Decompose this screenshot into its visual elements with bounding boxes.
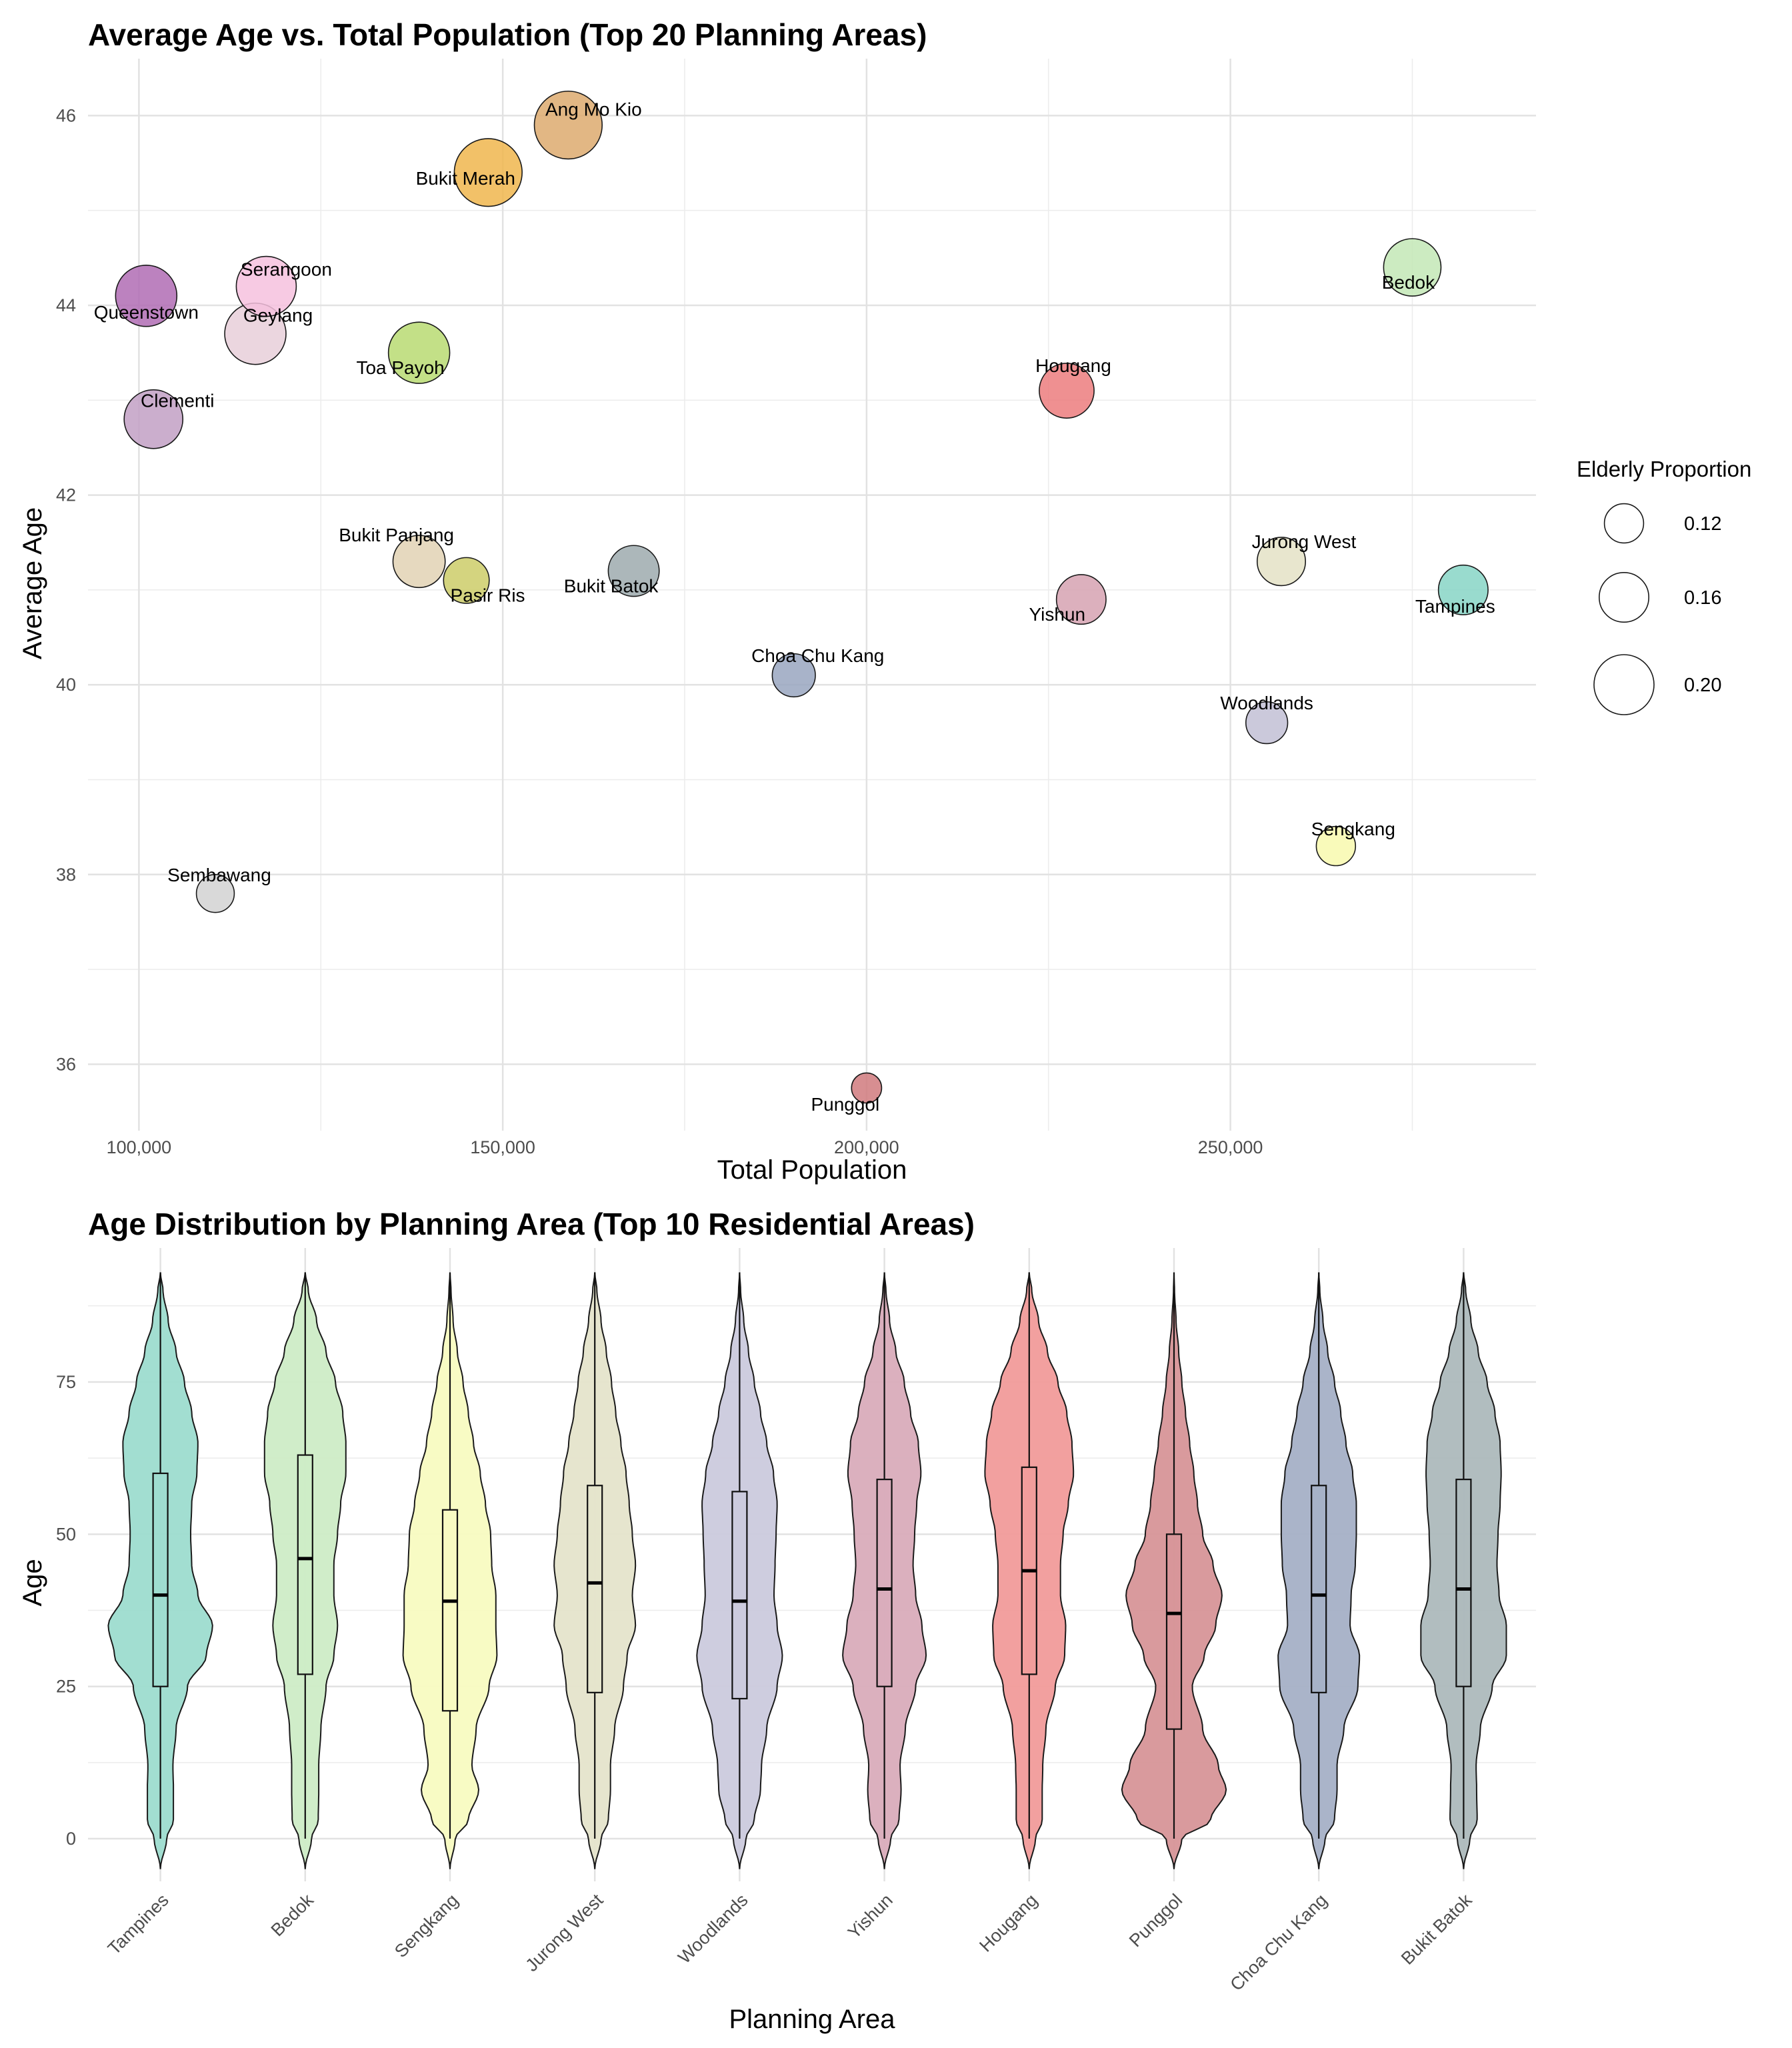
size-legend-label: 0.16 <box>1684 587 1721 609</box>
point-label: Bukit Batok <box>564 575 659 596</box>
x-tick-label: Bedok <box>267 1890 318 1941</box>
point-label: Bukit Panjang <box>339 525 454 545</box>
violins <box>107 1272 1507 1869</box>
point-label: Sembawang <box>167 865 271 885</box>
box-tampines <box>152 1472 169 1687</box>
bubble-queenstown <box>115 264 178 327</box>
size-legend-items: 0.12 0.16 0.20 <box>1593 503 1721 715</box>
x-tick-label: Yishun <box>844 1890 897 1943</box>
bubble-serangoon <box>235 255 297 317</box>
bubble-ang-mo-kio <box>533 90 603 160</box>
size-legend-label: 0.12 <box>1684 513 1721 535</box>
point-label: Choa Chu Kang <box>751 645 884 666</box>
box-punggol <box>1165 1533 1183 1730</box>
scatter-grid <box>88 59 1536 1131</box>
scatter-title: Average Age vs. Total Population (Top 20… <box>88 17 927 52</box>
point-label: Jurong West <box>1252 531 1357 552</box>
box-bukit-batok <box>1455 1479 1472 1687</box>
box-jurong-west <box>587 1485 603 1693</box>
y-tick-label: 36 <box>56 1054 76 1074</box>
x-tick-label: Bukit Batok <box>1397 1890 1476 1969</box>
y-tick-label: 25 <box>56 1677 76 1697</box>
point-label: Bedok <box>1382 272 1435 293</box>
bubble-tampines <box>1437 564 1489 615</box>
point-label: Pasir Ris <box>451 585 525 606</box>
box-yishun <box>876 1479 893 1687</box>
y-tick-label: 50 <box>56 1524 76 1544</box>
scatter-points <box>115 90 1489 1104</box>
bubble-bedok <box>1383 238 1442 297</box>
point-label: Serangoon <box>241 259 332 280</box>
y-tick-label: 42 <box>56 485 76 505</box>
bubble-bukit-merah <box>453 138 523 207</box>
scatter-labels: Ang Mo Kio Bukit Merah Queenstown Serangoon… <box>94 99 1495 1115</box>
point-label: Hougang <box>1035 355 1111 376</box>
point-label: Geylang <box>243 305 313 326</box>
bubble-choa-chu-kang <box>771 653 816 698</box>
scatter-y-axis-title: Average Age <box>18 507 47 659</box>
point-label: Queenstown <box>94 302 199 323</box>
point-label: Ang Mo Kio <box>545 99 642 120</box>
y-tick-label: 40 <box>56 675 76 695</box>
y-tick-label: 0 <box>66 1829 76 1849</box>
point-label: Sengkang <box>1311 819 1395 839</box>
y-tick-label: 46 <box>56 105 76 125</box>
size-legend-key <box>1603 503 1645 544</box>
x-tick-label: 100,000 <box>107 1137 172 1157</box>
violin-x-axis-title: Planning Area <box>729 2005 895 2034</box>
y-tick-label: 44 <box>56 295 76 315</box>
x-tick-label: Jurong West <box>521 1890 607 1975</box>
x-tick-label: 150,000 <box>470 1137 535 1157</box>
x-tick-label: 200,000 <box>834 1137 899 1157</box>
box-sengkang <box>441 1509 459 1712</box>
size-legend-key <box>1599 571 1650 623</box>
x-tick-label: Woodlands <box>674 1890 751 1967</box>
x-tick-label: Tampines <box>104 1890 173 1959</box>
x-tick-label: Hougang <box>975 1890 1041 1956</box>
x-tick-label: Sengkang <box>391 1890 462 1961</box>
size-legend: Elderly Proportion 0.12 0.16 0.20 <box>1577 457 1751 715</box>
size-legend-title: Elderly Proportion <box>1577 457 1751 481</box>
bubble-sengkang <box>1315 825 1357 867</box>
scatter-x-axis-title: Total Population <box>717 1155 907 1185</box>
bubble-hougang <box>1039 363 1095 419</box>
bubble-bukit-batok <box>607 545 660 597</box>
y-tick-label: 38 <box>56 865 76 885</box>
bubble-woodlands <box>1245 701 1289 745</box>
x-tick-label: 250,000 <box>1198 1137 1263 1157</box>
x-tick-label: Punggol <box>1125 1890 1186 1951</box>
box-woodlands <box>731 1491 748 1700</box>
box-bedok <box>297 1454 313 1675</box>
bubble-sembawang <box>195 874 235 913</box>
y-tick-label: 75 <box>56 1372 76 1392</box>
bubble-pasir-ris <box>443 557 490 604</box>
size-legend-label: 0.20 <box>1684 675 1721 696</box>
violin-y-axis-title: Age <box>18 1559 47 1606</box>
bubble-bukit-panjang <box>392 535 446 589</box>
bubble-jurong-west <box>1256 537 1307 587</box>
point-label: Tampines <box>1415 596 1495 617</box>
bubble-clementi <box>123 389 184 449</box>
point-label: Bukit Merah <box>416 168 515 189</box>
scatter-ticks: 100,000 150,000 200,000 250,000 36 38 40 42 44 46 <box>56 105 1263 1157</box>
bubble-yishun <box>1055 574 1107 625</box>
point-label: Clementi <box>141 391 214 411</box>
point-label: Woodlands <box>1220 693 1313 713</box>
box-choa-chu-kang <box>1311 1485 1327 1693</box>
point-label: Punggol <box>811 1094 879 1115</box>
size-legend-key <box>1593 654 1655 715</box>
bubble-punggol <box>851 1072 883 1104</box>
violin-title: Age Distribution by Planning Area (Top 1… <box>88 1207 975 1241</box>
x-tick-label: Choa Chu Kang <box>1226 1890 1331 1995</box>
bubble-toa-payoh <box>387 321 451 384</box>
point-label: Yishun <box>1029 604 1086 625</box>
point-label: Toa Payoh <box>356 357 444 378</box>
